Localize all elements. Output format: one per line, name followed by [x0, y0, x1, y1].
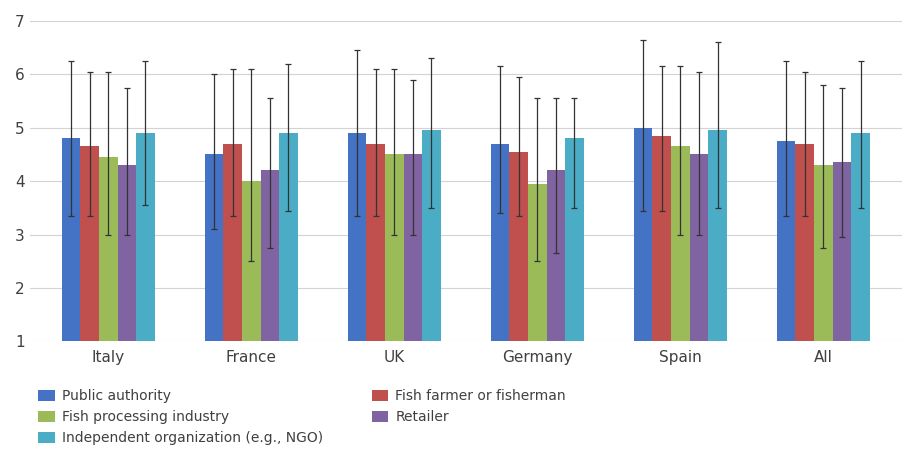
Bar: [510, 152, 528, 395]
Bar: [708, 130, 727, 395]
Bar: [99, 157, 117, 395]
Bar: [348, 133, 367, 395]
Bar: [61, 138, 81, 395]
Bar: [565, 138, 584, 395]
Bar: [491, 144, 510, 395]
Bar: [690, 154, 708, 395]
Bar: [777, 141, 795, 395]
Bar: [528, 184, 547, 395]
Bar: [795, 144, 814, 395]
Bar: [81, 146, 99, 395]
Bar: [367, 144, 385, 395]
Bar: [204, 154, 224, 395]
Bar: [385, 154, 403, 395]
Legend: Public authority, Fish processing industry, Independent organization (e.g., NGO): Public authority, Fish processing indust…: [39, 389, 566, 445]
Bar: [136, 133, 155, 395]
Bar: [833, 163, 851, 395]
Bar: [814, 165, 833, 395]
Bar: [671, 146, 690, 395]
Bar: [652, 136, 671, 395]
Bar: [403, 154, 422, 395]
Bar: [224, 144, 242, 395]
Bar: [547, 171, 565, 395]
Bar: [279, 133, 298, 395]
Bar: [851, 133, 870, 395]
Bar: [422, 130, 441, 395]
Bar: [260, 171, 279, 395]
Bar: [242, 181, 260, 395]
Bar: [117, 165, 136, 395]
Bar: [634, 128, 652, 395]
